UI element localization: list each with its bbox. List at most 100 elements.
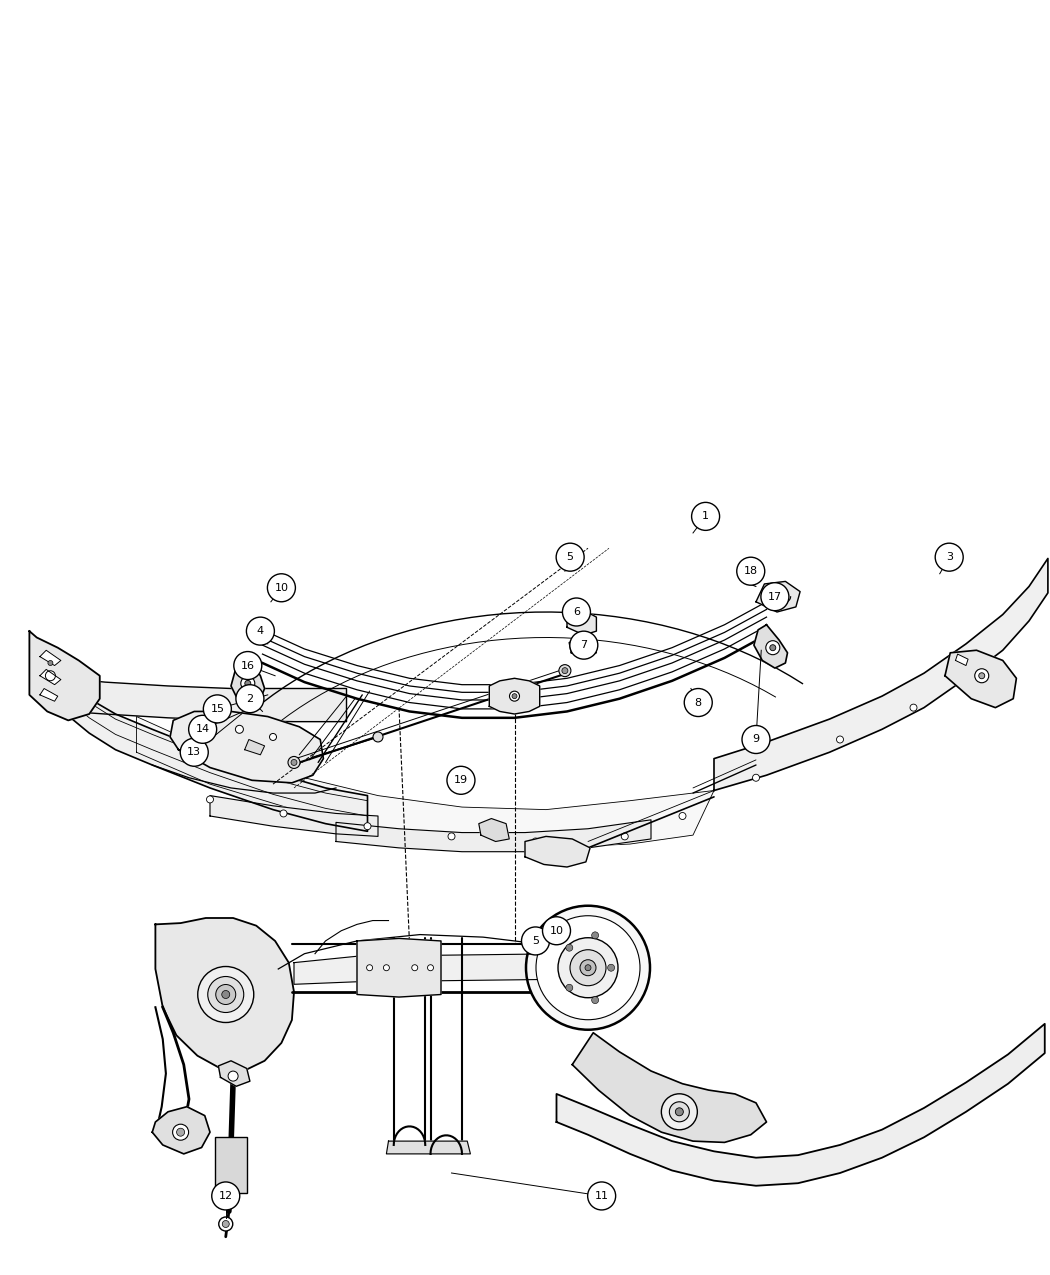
Circle shape [737,557,764,585]
Polygon shape [155,918,294,1071]
Circle shape [45,671,56,681]
Text: 9: 9 [753,734,759,745]
Circle shape [245,681,251,686]
Circle shape [447,766,475,794]
Polygon shape [956,654,968,666]
Circle shape [512,694,517,699]
Text: 11: 11 [594,1191,609,1201]
Circle shape [622,833,628,840]
Text: 7: 7 [581,640,587,650]
Polygon shape [170,711,323,783]
Text: 2: 2 [247,694,253,704]
Text: 5: 5 [532,936,539,946]
Text: 12: 12 [218,1191,233,1201]
Circle shape [558,937,618,998]
Circle shape [383,965,390,970]
Polygon shape [336,820,651,852]
Circle shape [200,732,210,742]
Circle shape [562,668,568,673]
Circle shape [765,641,780,654]
Circle shape [770,645,776,650]
Circle shape [236,685,264,713]
Polygon shape [567,608,596,635]
Circle shape [364,822,371,830]
Circle shape [910,704,917,711]
Circle shape [753,774,759,782]
Polygon shape [386,1141,470,1154]
Text: 14: 14 [195,724,210,734]
Polygon shape [714,558,1048,790]
Circle shape [585,965,591,970]
Circle shape [588,1182,615,1210]
Polygon shape [525,836,590,867]
Polygon shape [40,669,61,685]
Circle shape [412,965,418,970]
Text: 15: 15 [210,704,225,714]
Polygon shape [754,625,788,668]
Text: 3: 3 [946,552,952,562]
Circle shape [228,1071,238,1081]
Text: 18: 18 [743,566,758,576]
Circle shape [212,1182,239,1210]
Circle shape [936,543,963,571]
Circle shape [591,997,598,1003]
Circle shape [280,810,287,817]
Circle shape [204,695,231,723]
Circle shape [181,738,208,766]
Circle shape [222,991,230,998]
Circle shape [559,664,571,677]
Circle shape [291,760,297,765]
Circle shape [563,598,590,626]
Circle shape [591,932,598,938]
Circle shape [373,732,383,742]
Polygon shape [569,638,596,658]
Circle shape [215,984,236,1005]
Circle shape [974,669,989,682]
Circle shape [270,733,276,741]
Circle shape [176,1128,185,1136]
Text: 13: 13 [187,747,202,757]
Circle shape [366,965,373,970]
Circle shape [761,583,789,611]
Polygon shape [945,650,1016,708]
Polygon shape [572,1033,766,1142]
Text: 10: 10 [549,926,564,936]
Circle shape [685,688,712,717]
Circle shape [532,838,539,845]
Polygon shape [136,717,714,848]
Circle shape [522,927,549,955]
Circle shape [207,796,213,803]
Circle shape [526,905,650,1030]
Polygon shape [68,678,346,722]
Circle shape [679,812,686,820]
Text: 5: 5 [567,552,573,562]
Text: 1: 1 [702,511,709,521]
Circle shape [580,960,596,975]
Polygon shape [756,581,800,612]
Polygon shape [37,644,367,831]
Circle shape [608,964,614,972]
Polygon shape [29,631,100,720]
Circle shape [235,725,244,733]
Text: 6: 6 [573,607,580,617]
Circle shape [240,677,255,690]
Polygon shape [40,650,61,666]
Circle shape [742,725,770,754]
Circle shape [223,1220,229,1228]
Circle shape [837,736,843,743]
Circle shape [570,950,606,986]
Polygon shape [152,1107,210,1154]
Circle shape [692,502,719,530]
Circle shape [556,543,584,571]
Circle shape [675,1108,684,1116]
Circle shape [172,1125,189,1140]
Polygon shape [40,688,58,701]
Circle shape [543,917,570,945]
Circle shape [662,1094,697,1130]
Text: 16: 16 [240,660,255,671]
Circle shape [566,945,573,951]
Polygon shape [479,819,509,842]
Circle shape [669,1102,690,1122]
Polygon shape [210,796,378,836]
Circle shape [218,1218,233,1230]
